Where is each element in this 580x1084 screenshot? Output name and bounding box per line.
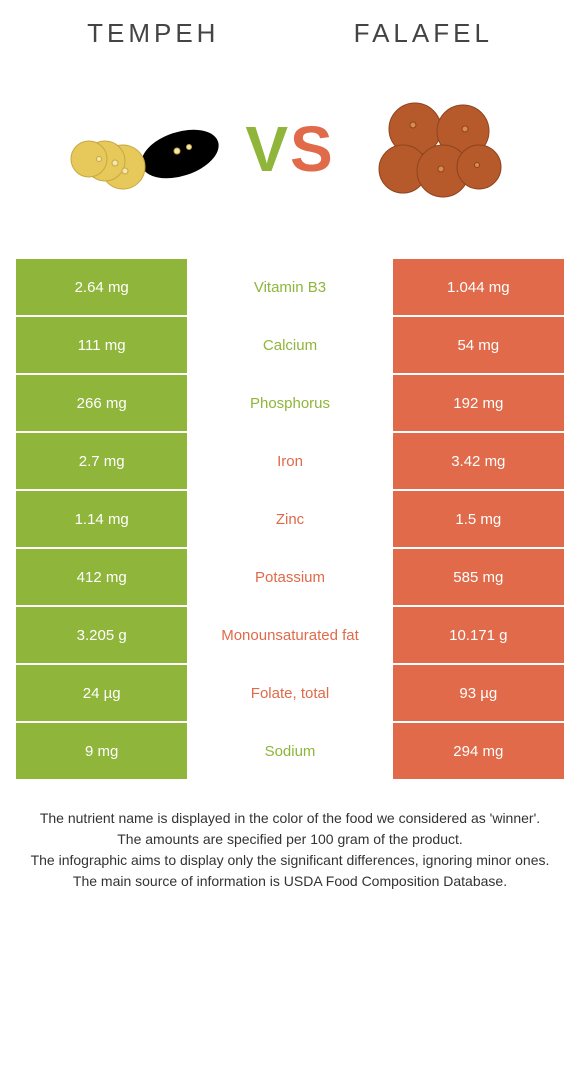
comparison-table: 2.64 mgVitamin B31.044 mg111 mgCalcium54…: [16, 259, 564, 779]
nutrient-name: Iron: [187, 433, 392, 489]
nutrient-name: Potassium: [187, 549, 392, 605]
table-row: 2.7 mgIron3.42 mg: [16, 433, 564, 489]
value-b: 1.044 mg: [393, 259, 564, 315]
nutrient-name: Folate, total: [187, 665, 392, 721]
nutrient-name: Sodium: [187, 723, 392, 779]
table-row: 412 mgPotassium585 mg: [16, 549, 564, 605]
footer-line-1: The nutrient name is displayed in the co…: [20, 809, 560, 828]
value-b: 192 mg: [393, 375, 564, 431]
value-b: 54 mg: [393, 317, 564, 373]
nutrient-name: Phosphorus: [187, 375, 392, 431]
value-b: 3.42 mg: [393, 433, 564, 489]
value-b: 294 mg: [393, 723, 564, 779]
footer-notes: The nutrient name is displayed in the co…: [0, 781, 580, 891]
vs-letter-v: V: [245, 112, 290, 186]
vs-label: V S: [245, 112, 334, 186]
footer-line-2: The amounts are specified per 100 gram o…: [20, 830, 560, 849]
value-a: 2.7 mg: [16, 433, 187, 489]
nutrient-name: Vitamin B3: [187, 259, 392, 315]
tempeh-image: [65, 79, 225, 219]
value-a: 24 µg: [16, 665, 187, 721]
nutrient-name: Zinc: [187, 491, 392, 547]
value-a: 2.64 mg: [16, 259, 187, 315]
food-b-title: FALAFEL: [354, 18, 493, 49]
value-a: 9 mg: [16, 723, 187, 779]
footer-line-3: The infographic aims to display only the…: [20, 851, 560, 870]
value-b: 1.5 mg: [393, 491, 564, 547]
nutrient-name: Monounsaturated fat: [187, 607, 392, 663]
table-row: 2.64 mgVitamin B31.044 mg: [16, 259, 564, 315]
value-a: 1.14 mg: [16, 491, 187, 547]
falafel-image: [355, 79, 515, 219]
value-a: 412 mg: [16, 549, 187, 605]
value-a: 3.205 g: [16, 607, 187, 663]
table-row: 266 mgPhosphorus192 mg: [16, 375, 564, 431]
header-row: TEMPEH FALAFEL: [0, 0, 580, 59]
table-row: 9 mgSodium294 mg: [16, 723, 564, 779]
value-a: 111 mg: [16, 317, 187, 373]
value-b: 93 µg: [393, 665, 564, 721]
vs-row: V S: [0, 59, 580, 259]
food-a-title: TEMPEH: [87, 18, 219, 49]
value-b: 585 mg: [393, 549, 564, 605]
table-row: 3.205 gMonounsaturated fat10.171 g: [16, 607, 564, 663]
value-a: 266 mg: [16, 375, 187, 431]
table-row: 111 mgCalcium54 mg: [16, 317, 564, 373]
vs-letter-s: S: [290, 112, 335, 186]
nutrient-name: Calcium: [187, 317, 392, 373]
footer-line-4: The main source of information is USDA F…: [20, 872, 560, 891]
table-row: 1.14 mgZinc1.5 mg: [16, 491, 564, 547]
value-b: 10.171 g: [393, 607, 564, 663]
table-row: 24 µgFolate, total93 µg: [16, 665, 564, 721]
